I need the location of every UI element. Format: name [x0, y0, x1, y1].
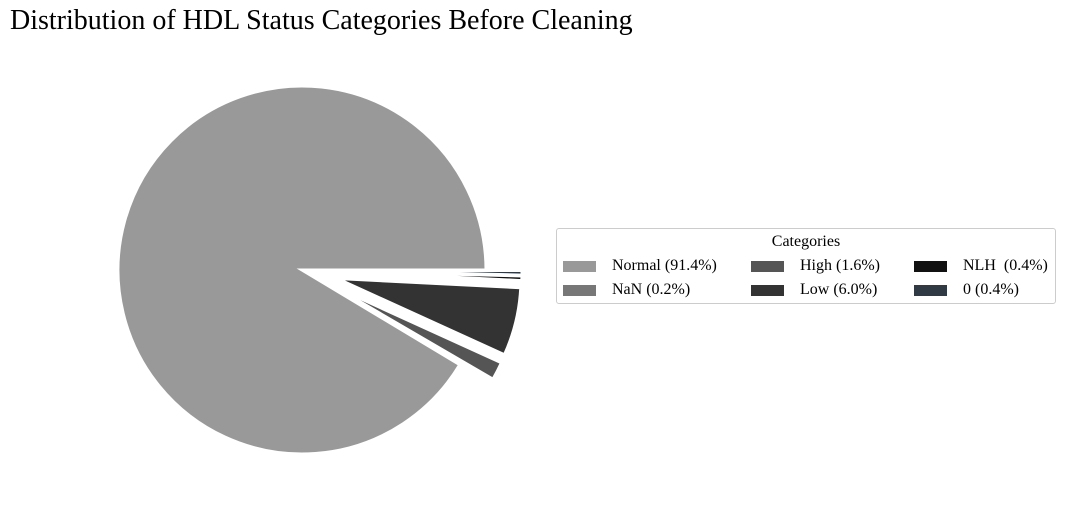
legend: Categories Normal (91.4%) NaN (0.2%) Hig… — [556, 228, 1056, 304]
legend-label-high: High (1.6%) — [800, 257, 880, 274]
legend-swatch-nlh — [914, 260, 947, 272]
pie-slice-normal — [116, 84, 488, 456]
pie-slice-high — [333, 285, 504, 382]
legend-swatch-zero — [914, 284, 947, 296]
legend-item-zero: 0 (0.4%) — [914, 281, 1019, 299]
legend-title: Categories — [771, 233, 841, 250]
chart-title: Distribution of HDL Status Categories Be… — [10, 5, 633, 36]
legend-swatch-nan — [563, 284, 596, 296]
legend-swatch-high — [751, 260, 784, 272]
pie-slice-low — [336, 277, 523, 357]
legend-item-nlh: NLH (0.4%) — [914, 257, 1048, 275]
legend-item-normal: Normal (91.4%) — [563, 257, 717, 275]
legend-swatch-low — [751, 284, 784, 296]
legend-item-nan: NaN (0.2%) — [563, 281, 690, 299]
legend-label-low: Low (6.0%) — [800, 281, 878, 298]
pie-slice-nan — [332, 287, 495, 386]
legend-item-high: High (1.6%) — [751, 257, 880, 275]
legend-item-low: Low (6.0%) — [751, 281, 877, 299]
pie-slice-zero — [337, 268, 524, 277]
legend-swatch-normal — [563, 260, 596, 272]
legend-label-nan: NaN (0.2%) — [612, 281, 691, 298]
legend-label-zero: 0 (0.4%) — [963, 281, 1019, 298]
legend-label-nlh: NLH (0.4%) — [963, 257, 1048, 274]
legend-label-normal: Normal (91.4%) — [612, 257, 717, 274]
